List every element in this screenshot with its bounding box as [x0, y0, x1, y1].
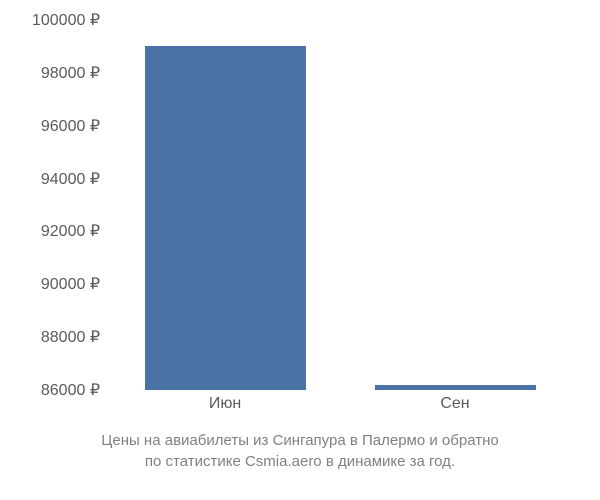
caption-line-1: Цены на авиабилеты из Сингапура в Палерм… — [20, 430, 580, 451]
plot-area — [110, 20, 570, 390]
bar — [375, 385, 536, 390]
y-tick-label: 100000 ₽ — [32, 10, 100, 30]
y-tick-label: 98000 ₽ — [41, 63, 100, 83]
x-tick-label: Сен — [440, 395, 469, 413]
y-tick-label: 94000 ₽ — [41, 169, 100, 189]
x-tick-label: Июн — [209, 395, 241, 413]
caption-line-2: по статистике Csmia.aero в динамике за г… — [20, 451, 580, 472]
y-tick-label: 88000 ₽ — [41, 327, 100, 347]
chart-caption: Цены на авиабилеты из Сингапура в Палерм… — [0, 430, 600, 472]
bar — [145, 46, 306, 390]
chart-container: 86000 ₽ 88000 ₽ 90000 ₽ 92000 ₽ 94000 ₽ 96000… — [0, 0, 600, 500]
y-tick-label: 86000 ₽ — [41, 380, 100, 400]
y-tick-label: 96000 ₽ — [41, 116, 100, 136]
y-tick-label: 90000 ₽ — [41, 274, 100, 294]
y-axis: 86000 ₽88000 ₽90000 ₽92000 ₽94000 ₽96000… — [0, 20, 105, 390]
y-tick-label: 92000 ₽ — [41, 221, 100, 241]
x-axis: Июн Сен — [110, 395, 570, 425]
